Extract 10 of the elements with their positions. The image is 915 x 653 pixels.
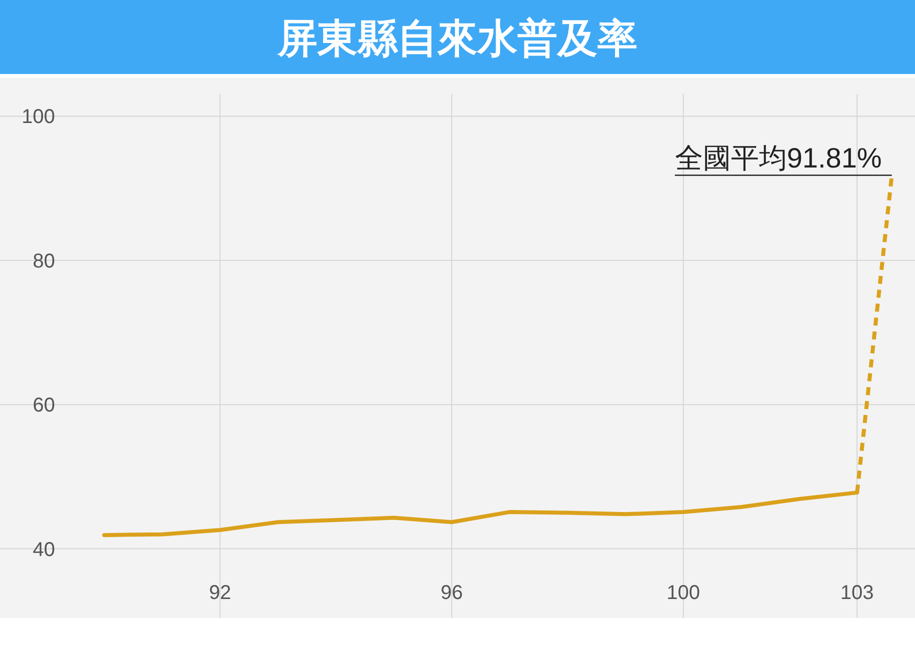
x-tick-label: 103 <box>840 582 874 604</box>
x-tick-label: 100 <box>666 582 700 604</box>
y-tick-label: 80 <box>32 250 55 272</box>
y-tick-label: 60 <box>32 394 55 417</box>
y-tick-label: 40 <box>32 538 55 561</box>
x-tick-label: 92 <box>208 582 232 604</box>
x-tick-label: 96 <box>440 582 463 604</box>
y-tick-label: 100 <box>22 106 55 128</box>
chart-title: 屏東縣自來水普及率 <box>276 16 638 61</box>
annotation: 全國平均91.81% <box>674 142 882 174</box>
